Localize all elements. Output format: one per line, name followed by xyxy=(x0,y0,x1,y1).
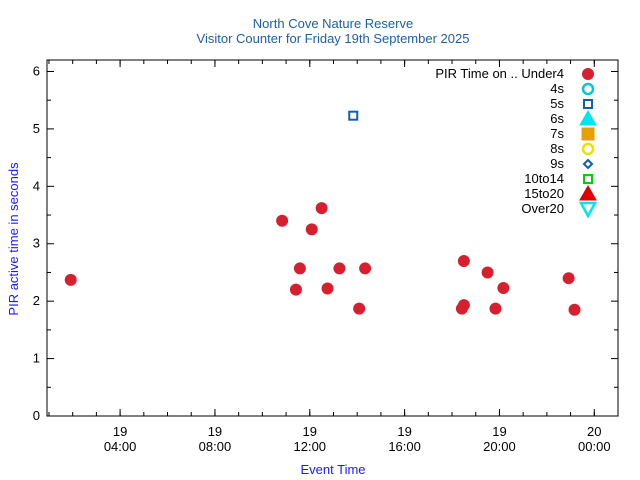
x-tick-label-time: 08:00 xyxy=(199,439,232,454)
data-point-under4 xyxy=(321,282,334,295)
data-point-under4 xyxy=(568,303,581,316)
legend-label-7s: 7s xyxy=(550,126,564,141)
x-tick-label-day: 19 xyxy=(303,424,317,439)
data-point-under4 xyxy=(305,223,318,236)
x-axis-label: Event Time xyxy=(300,462,365,477)
y-tick-label: 2 xyxy=(33,293,40,308)
chart-subtitle: Visitor Counter for Friday 19th Septembe… xyxy=(197,31,470,46)
data-point-under4 xyxy=(293,262,306,275)
legend-label-10to14: 10to14 xyxy=(524,171,564,186)
x-tick-label-day: 19 xyxy=(113,424,127,439)
data-point-under4 xyxy=(289,283,302,296)
legend-marker-8s xyxy=(581,142,595,156)
x-tick-label-time: 16:00 xyxy=(388,439,421,454)
x-tick-label-day: 19 xyxy=(208,424,222,439)
data-point-under4 xyxy=(64,273,77,286)
y-tick-label: 6 xyxy=(33,63,40,78)
data-point-under4 xyxy=(353,302,366,315)
legend-marker-9s xyxy=(582,158,594,170)
legend-label-15to20: 15to20 xyxy=(524,186,564,201)
data-point-under4 xyxy=(562,272,575,285)
legend-marker-15to20 xyxy=(579,184,597,201)
x-tick-label-day: 19 xyxy=(397,424,411,439)
legend-marker-under4 xyxy=(582,68,594,80)
y-tick-label: 0 xyxy=(33,408,40,423)
x-tick-label-time: 20:00 xyxy=(483,439,516,454)
data-point-under4 xyxy=(481,266,494,279)
legend-marker-6s xyxy=(579,109,597,126)
data-point-under4 xyxy=(359,262,372,275)
legend-label-under4: PIR Time on .. Under4 xyxy=(435,66,564,81)
y-axis-label: PIR active time in seconds xyxy=(6,162,21,316)
y-tick-label: 4 xyxy=(33,178,40,193)
chart-title: North Cove Nature Reserve xyxy=(253,16,413,31)
plot-frame xyxy=(46,59,619,417)
y-tick-label: 1 xyxy=(33,351,40,366)
y-tick-label: 5 xyxy=(33,121,40,136)
data-point-under4 xyxy=(497,281,510,294)
legend-label-8s: 8s xyxy=(550,141,564,156)
x-tick-label-time: 12:00 xyxy=(294,439,327,454)
data-point-under4 xyxy=(457,254,470,267)
legend-marker-5s xyxy=(583,99,593,109)
data-point-under4 xyxy=(457,299,470,312)
data-point-under4 xyxy=(276,214,289,227)
legend-label-9s: 9s xyxy=(550,156,564,171)
legend-label-over20: Over20 xyxy=(521,201,564,216)
legend-marker-over20 xyxy=(578,201,598,219)
legend-label-6s: 6s xyxy=(550,111,564,126)
legend-label-5s: 5s xyxy=(550,96,564,111)
data-point-under4 xyxy=(489,302,502,315)
data-point-under4 xyxy=(333,262,346,275)
x-tick-label-day: 19 xyxy=(492,424,506,439)
legend-marker-10to14 xyxy=(583,174,593,184)
y-tick-label: 3 xyxy=(33,236,40,251)
legend-marker-4s xyxy=(581,82,595,96)
legend-label-4s: 4s xyxy=(550,81,564,96)
data-point-5s xyxy=(348,110,359,121)
x-tick-label-time: 04:00 xyxy=(104,439,137,454)
legend-marker-7s xyxy=(581,127,595,141)
x-tick-label-time: 00:00 xyxy=(578,439,611,454)
x-tick-label-day: 20 xyxy=(587,424,601,439)
data-point-under4 xyxy=(315,202,328,215)
